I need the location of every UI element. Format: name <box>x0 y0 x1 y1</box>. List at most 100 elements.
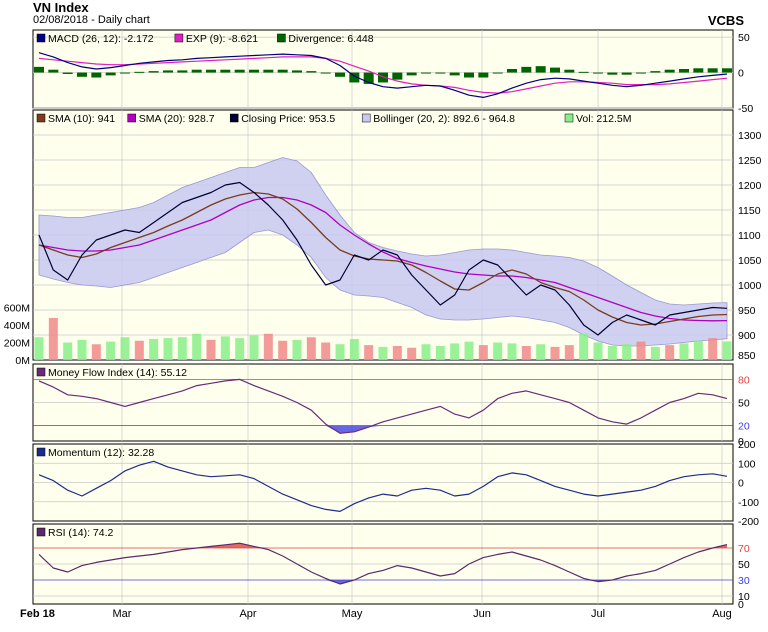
price-tick-label: 1100 <box>738 230 761 242</box>
x-axis-label: May <box>342 608 363 620</box>
volume-bar <box>149 339 159 360</box>
price-legend-swatch <box>36 113 46 123</box>
divergence-bar <box>148 71 159 73</box>
macd-legend-swatch <box>277 33 286 43</box>
closing-price-line <box>38 181 728 336</box>
exp-line <box>38 56 728 94</box>
volume-bar <box>120 337 130 360</box>
divergence-bar <box>449 72 460 76</box>
divergence-bar <box>593 72 603 74</box>
volume-bar <box>306 337 316 360</box>
divergence-bar <box>277 69 288 73</box>
momentum-legend-label: Momentum (12): 32.28 <box>48 447 154 459</box>
volume-bar <box>163 338 173 360</box>
volume-bar <box>478 345 488 360</box>
price-legend-label: SMA (10): 941 <box>48 113 115 125</box>
divergence-bar <box>177 70 188 73</box>
divergence-bar <box>435 72 446 74</box>
divergence-bar <box>650 71 661 73</box>
volume-bar <box>550 346 560 360</box>
divergence-bar <box>535 66 546 73</box>
macd-legend-label: MACD (26, 12): -2.172 <box>48 33 154 45</box>
divergence-bar <box>521 66 532 73</box>
rsi-legend-label: RSI (14): 74.2 <box>48 527 114 539</box>
volume-bar <box>134 340 144 360</box>
divergence-bar <box>564 69 575 73</box>
divergence-bar <box>77 72 87 77</box>
x-axis-label: Aug <box>712 608 732 620</box>
volume-bar <box>536 344 546 360</box>
macd-tick-label: -50 <box>738 103 753 115</box>
volume-bar <box>63 342 73 360</box>
price-legend-swatch <box>361 113 371 123</box>
volume-bar <box>249 335 259 360</box>
x-axis-label: Jun <box>473 608 491 620</box>
volume-tick-label: 0M <box>15 355 30 367</box>
volume-bar <box>106 341 116 360</box>
price-legend-label: Closing Price: 953.5 <box>241 113 335 125</box>
divergence-bar <box>464 72 474 78</box>
volume-bar <box>378 346 388 360</box>
volume-bar <box>521 346 531 360</box>
divergence-bar <box>62 72 73 74</box>
mfi-tick-label: 50 <box>738 398 750 410</box>
chart-title: VN Index <box>33 0 89 15</box>
divergence-bar <box>507 69 517 73</box>
rsi-tick-label: 70 <box>738 543 750 555</box>
divergence-bar <box>120 72 130 74</box>
volume-bar <box>349 339 359 360</box>
volume-bar <box>622 344 632 360</box>
rsi-tick-label: 30 <box>738 575 750 587</box>
divergence-bar <box>220 69 231 73</box>
divergence-bar <box>249 69 259 73</box>
momentum-tick-label: -100 <box>738 497 759 509</box>
volume-bar <box>464 341 474 360</box>
volume-bar <box>435 346 445 360</box>
price-legend-label: SMA (20): 928.7 <box>139 113 215 125</box>
divergence-bar <box>134 71 145 73</box>
price-tick-label: 1250 <box>738 155 762 167</box>
divergence-bar <box>636 72 646 74</box>
divergence-bar <box>421 72 431 74</box>
volume-tick-label: 600M <box>4 303 30 315</box>
rsi-legend-swatch <box>36 527 46 537</box>
chart-subtitle: 02/08/2018 - Daily chart <box>33 14 150 26</box>
macd-legend-label: Divergence: 6.448 <box>288 33 373 45</box>
mfi-legend-swatch <box>36 367 46 377</box>
volume-bar <box>708 338 718 360</box>
volume-bar <box>220 336 230 360</box>
momentum-tick-label: -200 <box>738 516 759 528</box>
mfi-tick-label: 0 <box>738 436 744 448</box>
divergence-bar <box>707 68 718 73</box>
price-legend-label: Bollinger (20, 2): 892.6 - 964.8 <box>373 113 515 125</box>
divergence-bar <box>492 72 503 74</box>
price-tick-label: 1000 <box>738 280 762 292</box>
volume-bar <box>177 337 187 360</box>
volume-bar <box>650 346 660 360</box>
divergence-bar <box>234 69 245 73</box>
divergence-bar <box>163 70 173 73</box>
divergence-bar <box>363 72 374 84</box>
divergence-bar <box>105 72 116 76</box>
mfi-line <box>38 378 728 434</box>
volume-bar <box>192 333 202 360</box>
divergence-bar <box>478 72 489 78</box>
macd-legend-swatch <box>36 33 46 43</box>
divergence-bar <box>335 72 345 77</box>
volume-bar <box>278 340 288 360</box>
macd-legend-swatch <box>174 33 184 43</box>
volume-bar <box>593 342 603 360</box>
volume-bar <box>450 343 460 360</box>
volume-bar <box>77 339 87 360</box>
volume-tick-label: 200M <box>4 338 30 350</box>
macd-legend-label: EXP (9): -8.621 <box>186 33 258 45</box>
volume-bar <box>364 345 374 360</box>
x-axis-label: Mar <box>113 608 132 620</box>
momentum-tick-label: 0 <box>738 478 744 490</box>
divergence-bar <box>292 70 302 73</box>
volume-bar <box>693 340 703 360</box>
divergence-bar <box>34 66 44 73</box>
divergence-bar <box>349 72 360 83</box>
divergence-bar <box>392 72 403 80</box>
